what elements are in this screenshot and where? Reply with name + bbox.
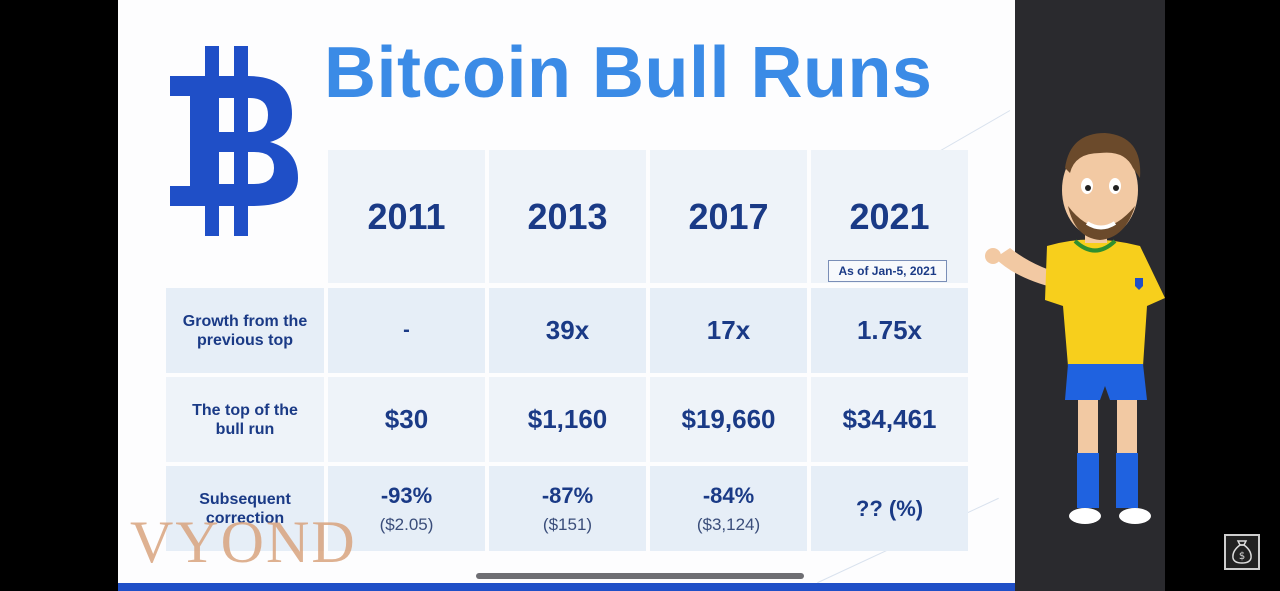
cell-value: $30 bbox=[384, 404, 429, 434]
cell-value: $34,461 bbox=[842, 404, 937, 434]
table-header-year: 2017 bbox=[650, 150, 807, 283]
table-cell: $19,660 bbox=[650, 377, 807, 462]
as-of-note: As of Jan-5, 2021 bbox=[828, 260, 947, 282]
table-cell: $1,160 bbox=[489, 377, 646, 462]
cell-value: ?? (%) bbox=[855, 495, 924, 521]
table-header-year: 2011 bbox=[328, 150, 485, 283]
slide-title: Bitcoin Bull Runs bbox=[324, 33, 933, 113]
row-label: Subsequent correction bbox=[166, 466, 324, 551]
row-label: Growth from the previous top bbox=[166, 288, 324, 373]
table-cell: 1.75x bbox=[811, 288, 968, 373]
cell-value: -84% bbox=[702, 482, 755, 508]
vyond-watermark: VYOND bbox=[130, 509, 357, 575]
table-cell: $30 bbox=[328, 377, 485, 462]
cell-value: -93% bbox=[380, 482, 433, 508]
bitcoin-logo-icon bbox=[170, 46, 298, 236]
table-cell: -93% ($2.05) bbox=[328, 466, 485, 551]
cell-value: $19,660 bbox=[681, 404, 776, 434]
home-indicator-bar[interactable] bbox=[476, 573, 804, 579]
slide-bottom-bar bbox=[118, 583, 1015, 591]
cell-subvalue: ($3,124) bbox=[696, 514, 761, 534]
cartoon-presenter bbox=[985, 133, 1165, 524]
cell-value: 17x bbox=[706, 315, 751, 345]
right-background-dark bbox=[1165, 0, 1280, 591]
money-bag-icon: $ bbox=[1224, 534, 1260, 570]
year-label: 2013 bbox=[527, 195, 608, 237]
table-cell: 17x bbox=[650, 288, 807, 373]
svg-text:$: $ bbox=[1239, 551, 1245, 562]
table-cell: $34,461 bbox=[811, 377, 968, 462]
row-label-text: Growth from the previous top bbox=[182, 312, 308, 349]
table-cell: -87% ($151) bbox=[489, 466, 646, 551]
table-cell: 39x bbox=[489, 288, 646, 373]
cell-value: $1,160 bbox=[527, 404, 608, 434]
year-label: 2021 bbox=[849, 195, 930, 237]
table-cell: - bbox=[328, 288, 485, 373]
year-label: 2011 bbox=[367, 195, 446, 237]
cell-value: -87% bbox=[541, 482, 594, 508]
row-label-text: Subsequent correction bbox=[199, 490, 291, 527]
cell-value: - bbox=[403, 319, 410, 341]
cell-subvalue: ($2.05) bbox=[379, 514, 434, 534]
year-label: 2017 bbox=[688, 195, 769, 237]
cell-value: 39x bbox=[545, 315, 590, 345]
table-cell: ?? (%) bbox=[811, 466, 968, 551]
row-label: The top of the bull run bbox=[166, 377, 324, 462]
cell-value: 1.75x bbox=[856, 315, 923, 345]
row-label-text: The top of the bull run bbox=[192, 401, 298, 438]
table-header-year: 2013 bbox=[489, 150, 646, 283]
video-frame-slide: Bitcoin Bull Runs 2011 2013 2017 2021 As… bbox=[118, 0, 1015, 591]
table-cell: -84% ($3,124) bbox=[650, 466, 807, 551]
cell-subvalue: ($151) bbox=[542, 514, 593, 534]
money-bag-icon-glyph: $ bbox=[1232, 540, 1252, 564]
